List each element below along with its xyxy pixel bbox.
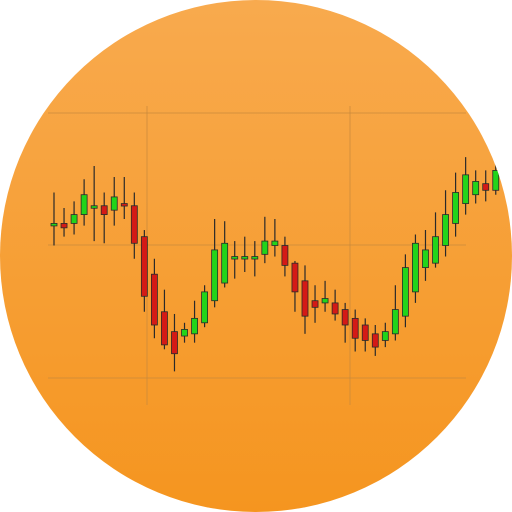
candle-body <box>391 309 399 335</box>
candle-up <box>442 190 449 257</box>
candle-down <box>482 170 490 202</box>
candle-body <box>90 205 98 209</box>
candle-body <box>70 214 78 224</box>
candle-body <box>452 192 460 224</box>
candle-up <box>191 300 198 343</box>
candle-up <box>492 152 500 195</box>
candle-up <box>271 219 279 257</box>
candle-down <box>341 302 349 343</box>
candle-down <box>351 309 359 352</box>
candle-body <box>472 181 480 196</box>
candle-body <box>50 223 58 227</box>
candle-down <box>130 192 138 259</box>
candle-body <box>120 203 128 207</box>
candle-up <box>381 322 389 348</box>
candle-up <box>181 322 188 343</box>
candle-down <box>281 236 289 277</box>
candle-body <box>361 324 369 341</box>
candle-body <box>301 280 309 317</box>
candle-up <box>211 219 219 308</box>
candle-down <box>100 192 108 244</box>
candle-up <box>462 157 470 215</box>
candle-up <box>261 216 269 264</box>
candle-up <box>201 285 209 328</box>
candle-up <box>412 234 419 303</box>
candle-body <box>281 245 289 266</box>
candle-body <box>311 300 319 308</box>
candle-down <box>60 207 68 237</box>
candle-down <box>161 289 168 350</box>
candle-body <box>482 183 490 191</box>
candle-body <box>181 329 188 337</box>
candle-body <box>442 214 449 246</box>
candle-up <box>50 192 58 246</box>
candle-up <box>391 285 399 341</box>
candle-body <box>291 262 299 293</box>
candle-up <box>70 201 78 235</box>
candle-up <box>432 212 439 268</box>
candle-down <box>311 285 319 323</box>
candle-body <box>100 205 108 215</box>
candle-body <box>80 194 88 215</box>
candle-body <box>140 236 148 297</box>
candle-down <box>331 289 339 321</box>
candle-body <box>401 267 409 317</box>
candle-down <box>291 260 299 312</box>
candle-body <box>241 256 249 260</box>
candle-body <box>502 174 510 185</box>
candle-body <box>492 170 500 191</box>
candle-body <box>422 249 429 268</box>
candle-down <box>120 177 128 219</box>
candle-up <box>80 179 88 226</box>
candle-up <box>231 241 239 279</box>
candle-up <box>251 241 259 277</box>
candle-body <box>171 331 178 355</box>
candle-body <box>331 302 339 315</box>
candle-body <box>130 205 138 244</box>
candle-body <box>371 333 379 348</box>
candle-body <box>231 256 239 260</box>
candle-body <box>412 242 419 293</box>
candle-up <box>422 230 429 281</box>
candle-body <box>211 249 219 302</box>
candle-body <box>221 242 229 284</box>
candle-down <box>301 265 309 334</box>
candle-body <box>150 273 158 326</box>
candle-up <box>90 166 98 242</box>
candle-up <box>321 280 329 312</box>
candle-body <box>191 317 198 335</box>
candle-body <box>462 174 470 204</box>
candle-body <box>60 223 68 229</box>
candle-up <box>401 254 409 328</box>
candle-body <box>381 331 389 341</box>
candle-body <box>251 256 259 260</box>
candle-down <box>150 258 158 339</box>
candle-up <box>452 172 460 237</box>
candlestick-series <box>50 152 510 372</box>
candle-body <box>351 317 359 339</box>
candle-body <box>110 196 118 211</box>
candle-body <box>341 309 349 326</box>
candle-body <box>321 298 329 304</box>
candle-down <box>140 230 148 312</box>
candle-body <box>161 311 168 346</box>
candle-up <box>472 170 480 204</box>
candle-body <box>201 291 209 324</box>
candle-down <box>361 318 369 352</box>
candle-body <box>432 236 439 264</box>
candle-up <box>221 221 229 288</box>
candle-up <box>110 177 118 226</box>
candle-down <box>371 325 379 356</box>
candle-body <box>261 240 269 255</box>
candle-up <box>241 236 249 272</box>
candle-body <box>271 240 279 246</box>
candle-down <box>171 313 178 372</box>
candle-down <box>502 166 510 193</box>
